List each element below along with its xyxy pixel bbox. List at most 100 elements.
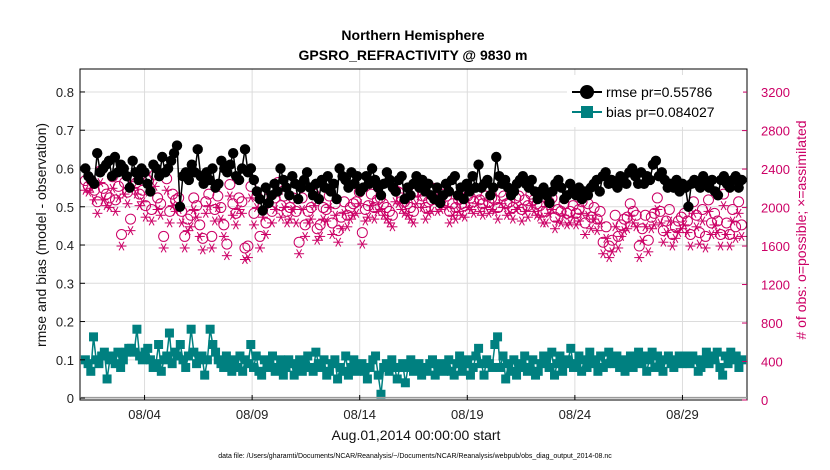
bias-point: [324, 366, 334, 376]
obs-assimilated-point: [203, 201, 214, 211]
rmse-point: [331, 193, 342, 205]
obs-assimilated-point: [155, 210, 166, 220]
obs-assimilated-point: [432, 206, 443, 217]
rmse-point: [254, 193, 265, 205]
bias-point: [278, 370, 288, 380]
obs-assimilated-point: [459, 212, 470, 222]
obs-possible-point: [468, 196, 480, 208]
obs-possible-point: [239, 242, 251, 254]
bias-point: [699, 355, 709, 365]
bias-point: [349, 355, 359, 365]
obs-possible-point: [609, 209, 621, 221]
bias-point: [704, 359, 714, 369]
y-right-tick-label: 0: [761, 393, 768, 408]
obs-possible-point: [693, 227, 705, 239]
x-tick-label: 08/29: [666, 407, 699, 422]
bias-point: [471, 351, 481, 361]
x-tick-label: 08/14: [343, 407, 376, 422]
bias-point: [224, 359, 234, 369]
obs-possible-point: [706, 217, 718, 229]
obs-assimilated-point: [179, 243, 190, 253]
bias-point: [734, 362, 744, 372]
rmse-point: [650, 155, 662, 167]
bias-point: [281, 362, 291, 372]
bias-point: [145, 355, 155, 365]
obs-assimilated-point: [134, 201, 145, 211]
obs-assimilated-point: [700, 243, 711, 253]
bias-point: [712, 347, 722, 357]
bias-point: [463, 355, 473, 365]
bias-point: [292, 362, 302, 372]
bias-point: [343, 370, 353, 380]
obs-possible-point: [567, 200, 579, 212]
obs-assimilated-point: [276, 212, 287, 222]
obs-assimilated-point: [495, 199, 506, 209]
obs-assimilated-point: [652, 204, 663, 215]
rmse-point: [227, 147, 239, 159]
bias-point: [208, 340, 218, 350]
obs-assimilated-point: [161, 185, 172, 195]
obs-assimilated-point: [336, 224, 347, 234]
obs-assimilated-point: [721, 229, 732, 240]
obs-assimilated-point: [282, 218, 293, 228]
obs-assimilated-point: [260, 229, 271, 240]
bias-point: [403, 362, 413, 372]
obs-possible-point: [350, 196, 362, 208]
obs-assimilated-point: [625, 210, 636, 220]
obs-assimilated-point: [559, 210, 570, 220]
obs-assimilated-point: [242, 252, 253, 263]
bias-point: [276, 355, 286, 365]
legend-bias-label: bias pr=0.084027: [606, 104, 715, 120]
obs-assimilated-point: [628, 218, 639, 228]
obs-assimilated-point: [224, 191, 235, 201]
bias-point: [612, 351, 622, 361]
obs-assimilated-point: [360, 216, 371, 226]
y-axis-right-label: # of obs: o=possible; ×=assimilated: [793, 120, 809, 339]
obs-assimilated-point: [718, 201, 729, 211]
rmse-point: [89, 178, 100, 189]
obs-assimilated-point: [549, 224, 560, 234]
obs-assimilated-point: [297, 204, 308, 215]
obs-possible-point: [203, 188, 215, 200]
obs-possible-point: [645, 211, 657, 223]
bias-point: [620, 366, 630, 376]
bias-point: [544, 362, 554, 372]
obs-assimilated-point: [543, 208, 554, 218]
obs-assimilated-point: [733, 208, 744, 218]
obs-possible-point: [167, 188, 179, 200]
bias-point: [647, 347, 657, 357]
bias-point: [249, 362, 259, 372]
bias-point: [525, 362, 535, 372]
obs-possible-point: [158, 230, 170, 242]
rmse-point: [284, 190, 295, 201]
bias-point: [202, 355, 212, 365]
bias-point: [441, 362, 451, 372]
bias-point: [474, 343, 484, 353]
bias-point: [308, 366, 318, 376]
obs-assimilated-point: [381, 214, 392, 224]
bias-point: [107, 351, 117, 361]
obs-assimilated-point: [531, 210, 542, 220]
bias-point: [498, 351, 508, 361]
rmse-point: [366, 163, 378, 174]
obs-assimilated-point: [146, 216, 157, 226]
bias-point: [715, 362, 725, 372]
bias-point: [658, 366, 668, 376]
rmse-point: [275, 163, 286, 174]
obs-possible-point: [624, 198, 636, 210]
rmse-point: [706, 174, 718, 186]
obs-assimilated-point: [477, 210, 488, 220]
bias-point: [720, 351, 730, 361]
obs-possible-point: [696, 203, 708, 215]
bias-point: [257, 370, 267, 380]
rmse-point: [683, 201, 694, 212]
obs-assimilated-point: [724, 241, 735, 251]
obs-possible-point: [654, 205, 666, 217]
obs-possible-point: [320, 203, 332, 215]
obs-assimilated-point: [80, 185, 91, 195]
obs-assimilated-point: [164, 218, 175, 228]
bias-point: [360, 366, 370, 376]
rmse-point: [207, 163, 218, 174]
legend-rmse-marker: [580, 85, 594, 99]
obs-possible-point: [404, 202, 416, 214]
